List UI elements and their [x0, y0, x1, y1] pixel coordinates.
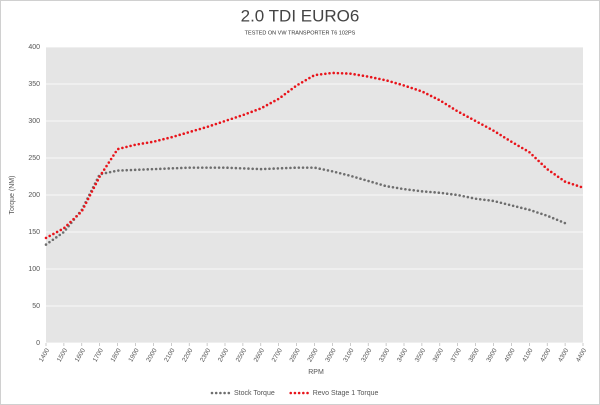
- legend-label: Stock Torque: [234, 390, 275, 397]
- y-tick-label: 50: [32, 303, 40, 310]
- y-tick-label: 150: [28, 229, 40, 236]
- y-tick-label: 0: [36, 340, 40, 347]
- legend-label: Revo Stage 1 Torque: [313, 390, 379, 397]
- y-tick-label: 200: [28, 192, 40, 199]
- series-line: [44, 71, 585, 240]
- y-axis-label: Torque (NM): [9, 176, 16, 215]
- y-tick-label: 250: [28, 155, 40, 162]
- y-tick-label: 300: [28, 118, 40, 125]
- y-tick-label: 400: [28, 44, 40, 51]
- y-tick-label: 100: [28, 266, 40, 273]
- chart-title: 2.0 TDI EURO6: [241, 6, 360, 25]
- chart-subtitle: TESTED ON VW TRANSPORTER T6 102PS: [245, 30, 356, 36]
- x-axis-label: RPM: [308, 369, 324, 376]
- y-tick-label: 350: [28, 81, 40, 88]
